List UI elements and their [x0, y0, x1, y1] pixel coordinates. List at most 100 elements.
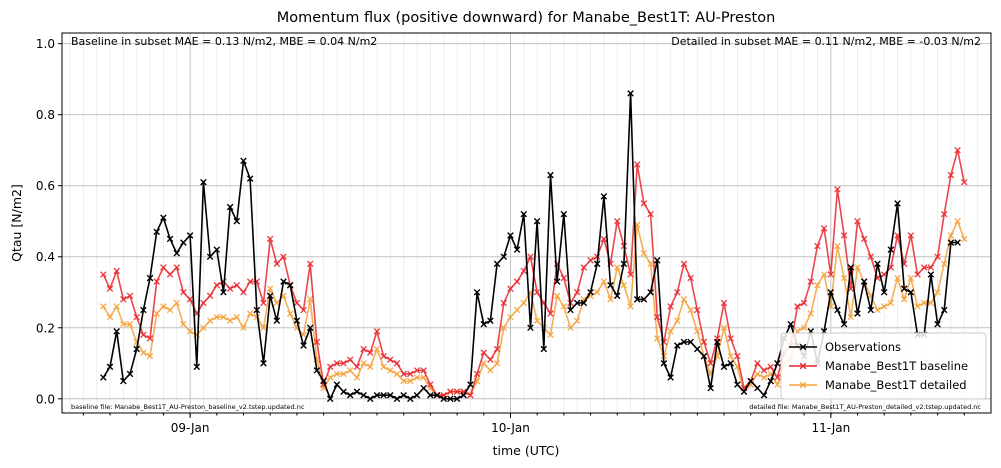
data-point: [326, 395, 334, 403]
data-point: [493, 260, 501, 268]
data-point: [894, 200, 901, 207]
data-point: [146, 335, 154, 342]
data-point: [567, 306, 574, 314]
plot-frame: [61, 32, 992, 414]
data-point: [233, 313, 241, 321]
data-point: [206, 317, 214, 324]
data-point: [480, 349, 488, 356]
data-point: [593, 260, 601, 268]
data-point: [313, 367, 321, 374]
x-tick-label: 09-Jan: [171, 421, 210, 435]
data-point: [286, 281, 294, 289]
data-point: [106, 313, 114, 321]
data-point: [387, 356, 394, 364]
x-axis-label: time (UTC): [493, 443, 560, 458]
data-point: [754, 359, 761, 367]
data-point: [220, 313, 227, 321]
data-point: [774, 381, 781, 388]
data-point: [794, 303, 801, 310]
data-point: [467, 381, 474, 388]
data-point: [580, 299, 588, 307]
data-point: [667, 328, 674, 335]
data-point: [627, 90, 634, 97]
data-point: [293, 299, 301, 307]
x-axis: 09-Jan 10-Jan 11-Jan: [82, 413, 965, 435]
data-point: [487, 317, 494, 324]
y-axis: 0.0 0.2 0.4 0.6 0.8 1.0: [36, 37, 62, 406]
data-point: [507, 232, 514, 239]
data-point: [820, 225, 828, 232]
data-point: [954, 217, 961, 225]
data-point: [413, 374, 421, 381]
data-point: [213, 246, 221, 253]
data-point: [220, 288, 227, 296]
data-point: [473, 370, 481, 378]
data-point: [233, 217, 241, 225]
data-point: [453, 395, 461, 403]
data-point: [253, 306, 261, 314]
data-point: [533, 317, 541, 324]
data-point: [160, 264, 167, 271]
data-point: [680, 338, 688, 346]
data-point: [560, 210, 568, 218]
data-point: [940, 260, 948, 268]
data-point: [166, 271, 174, 278]
data-point: [533, 288, 541, 296]
data-point: [513, 246, 521, 253]
legend-label: Manabe_Best1T detailed: [825, 378, 967, 392]
data-point: [567, 324, 574, 332]
data-point: [100, 271, 107, 278]
data-point: [240, 324, 247, 332]
data-point: [653, 313, 661, 321]
data-point: [587, 288, 594, 296]
data-point: [800, 299, 808, 307]
data-point: [500, 299, 508, 307]
data-point: [480, 320, 488, 328]
data-point: [867, 253, 875, 261]
data-point: [700, 352, 708, 360]
data-point: [547, 331, 554, 339]
data-point: [240, 157, 247, 165]
data-point: [266, 292, 274, 300]
data-point: [507, 313, 514, 321]
data-point: [133, 345, 140, 353]
data-point: [680, 296, 688, 303]
data-point: [667, 303, 674, 310]
data-point: [373, 328, 381, 335]
data-point: [880, 303, 888, 310]
data-point: [947, 239, 955, 246]
data-point: [173, 299, 181, 307]
data-point: [447, 388, 454, 395]
data-point: [366, 363, 374, 371]
data-point: [827, 288, 835, 296]
data-point: [487, 356, 494, 364]
annotation-baseline-stats: Baseline in subset MAE = 0.13 N/m2, MBE …: [71, 35, 377, 48]
data-point: [400, 370, 407, 378]
data-point: [266, 235, 274, 243]
data-point: [687, 338, 694, 346]
data-point: [126, 320, 134, 328]
chart-title: Momentum flux (positive downward) for Ma…: [277, 10, 776, 26]
data-point: [660, 359, 668, 367]
data-point: [900, 285, 908, 292]
data-point: [834, 185, 841, 193]
data-point: [620, 260, 628, 268]
data-point: [880, 288, 888, 296]
data-point: [820, 271, 828, 278]
data-point: [607, 281, 614, 289]
data-point: [380, 363, 387, 371]
data-point: [540, 345, 548, 353]
data-point: [113, 303, 120, 310]
data-point: [613, 264, 621, 271]
data-point: [874, 260, 881, 268]
data-point: [360, 359, 367, 367]
data-point: [226, 285, 234, 292]
data-point: [573, 288, 581, 296]
data-point: [647, 288, 654, 296]
data-point: [126, 370, 134, 378]
data-point: [120, 320, 127, 328]
annotation-baseline-file: baseline file: Manabe_Best1T_AU-Preston_…: [71, 403, 305, 411]
data-point: [260, 359, 267, 367]
data-point: [427, 381, 434, 388]
